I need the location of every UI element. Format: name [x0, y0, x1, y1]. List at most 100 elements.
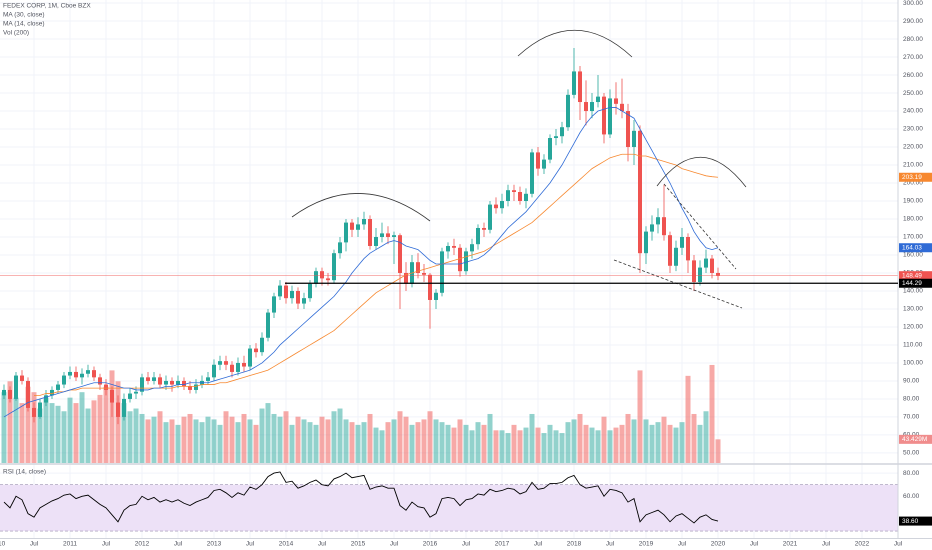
- volume-bar: [325, 419, 331, 463]
- candle-body: [416, 262, 420, 273]
- volume-bar: [703, 411, 709, 463]
- volume-bar: [529, 413, 535, 463]
- volume-bar: [559, 433, 565, 463]
- volume-bar: [583, 424, 589, 463]
- volume-bar: [181, 416, 187, 463]
- candle-body: [8, 389, 12, 399]
- candle-body: [530, 152, 534, 194]
- y-tick-label: 290.00: [903, 18, 923, 25]
- candle-body: [128, 393, 132, 399]
- volume-bar: [235, 422, 241, 463]
- candle-body: [134, 391, 138, 394]
- volume-bar: [211, 419, 217, 463]
- axis-value-label: 148.49: [902, 272, 922, 279]
- candle-body: [638, 130, 642, 254]
- x-tick-label: 2015: [351, 541, 366, 548]
- volume-bar: [571, 419, 577, 463]
- volume-bar: [229, 416, 235, 463]
- candle-body: [326, 278, 330, 281]
- volume-bar: [649, 424, 655, 463]
- volume-bar: [547, 424, 553, 463]
- candle-body: [110, 389, 114, 403]
- head-arc: [517, 29, 633, 58]
- x-tick-label: Jul: [678, 541, 687, 548]
- candle-body: [500, 200, 504, 209]
- rsi-tick-label: 80.00: [903, 470, 920, 477]
- volume-bar: [601, 416, 607, 463]
- volume-bar: [55, 405, 61, 463]
- rsi-legend: RSI (14, close): [3, 469, 46, 476]
- axis-value-label: 203.19: [902, 174, 922, 181]
- volume-bar: [133, 408, 139, 463]
- candle-body: [2, 389, 6, 396]
- candle-body: [32, 407, 36, 417]
- volume-bar: [523, 427, 529, 463]
- axis-value-label: 38.60: [902, 518, 919, 525]
- candle-body: [668, 235, 672, 266]
- volume-bar: [391, 419, 397, 463]
- volume-bar: [217, 424, 223, 463]
- volume-bar: [493, 430, 499, 463]
- y-tick-label: 110.00: [903, 342, 923, 349]
- volume-bar: [643, 419, 649, 463]
- candle-body: [14, 375, 18, 399]
- axis-value-label: 43.429M: [902, 436, 927, 443]
- candle-body: [290, 290, 294, 299]
- y-tick-label: 130.00: [903, 306, 923, 313]
- volume-bar: [607, 430, 613, 463]
- candle-body: [644, 231, 648, 254]
- candle-body: [590, 102, 594, 112]
- volume-bar: [7, 381, 13, 463]
- candle-body: [146, 377, 150, 381]
- candle-body: [26, 380, 30, 408]
- x-tick-label: Jul: [822, 541, 831, 548]
- x-tick-label: 2020: [711, 541, 726, 548]
- candle-body: [650, 224, 654, 232]
- volume-bar: [97, 394, 103, 463]
- volume-bar: [145, 419, 151, 463]
- volume-bar: [349, 422, 355, 463]
- volume-bar: [691, 413, 697, 463]
- y-tick-label: 200.00: [903, 180, 923, 187]
- candle-body: [176, 380, 180, 385]
- candle-body: [62, 375, 66, 385]
- volume-bar: [595, 430, 601, 463]
- x-tick-label: 2021: [783, 541, 798, 548]
- candle-body: [44, 395, 48, 403]
- candle-body: [266, 312, 270, 338]
- axis-value-box: [899, 243, 932, 253]
- volume-bar: [631, 419, 637, 463]
- volume-bar: [67, 397, 73, 463]
- candle-body: [152, 377, 156, 381]
- ma-line: [34, 153, 719, 396]
- volume-bar: [103, 386, 109, 463]
- volume-bar: [259, 408, 265, 463]
- rsi-line: [3, 471, 719, 524]
- candle-body: [446, 245, 450, 252]
- volume-bar: [13, 397, 19, 463]
- candle-body: [566, 94, 570, 128]
- candle-body: [296, 290, 300, 304]
- candle-body: [248, 348, 252, 367]
- candle-body: [320, 271, 324, 279]
- volume-bar: [565, 422, 571, 463]
- x-tick-label: 2022: [855, 541, 870, 548]
- x-tick-label: Jul: [462, 541, 471, 548]
- candle-body: [122, 398, 126, 417]
- volume-bar: [343, 419, 349, 463]
- x-tick-label: 2013: [207, 541, 222, 548]
- candle-body: [254, 348, 258, 353]
- candle-body: [38, 402, 42, 417]
- volume-bar: [151, 416, 157, 463]
- candle-body: [458, 247, 462, 272]
- volume-bar: [697, 424, 703, 463]
- candle-body: [596, 96, 600, 103]
- candle-body: [368, 218, 372, 246]
- candle-body: [236, 362, 240, 372]
- volume-bar: [223, 411, 229, 463]
- candle-body: [260, 337, 264, 353]
- volume-bar: [289, 424, 295, 463]
- y-tick-label: 260.00: [903, 72, 923, 79]
- volume-bar: [469, 430, 475, 463]
